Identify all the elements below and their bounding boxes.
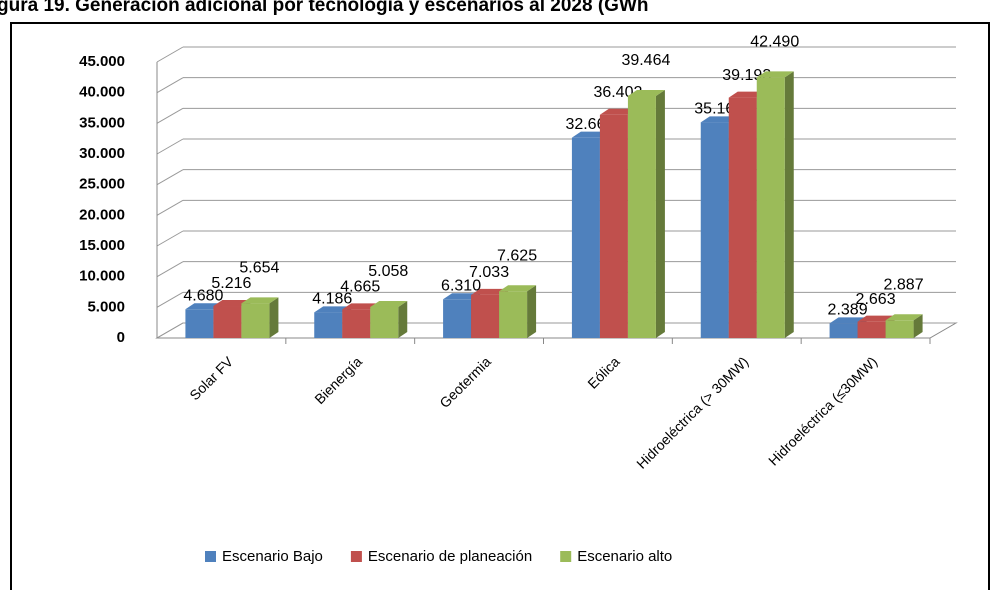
- legend-swatch: [560, 551, 572, 562]
- bar-front: [885, 320, 914, 338]
- bar-top: [471, 288, 509, 295]
- y-tick-label: 20.000: [79, 206, 125, 223]
- grid-line-side: [156, 46, 184, 63]
- legend-swatch: [350, 551, 362, 562]
- grid-line-side: [156, 169, 184, 186]
- bar-top: [370, 300, 408, 307]
- grid-line-side: [156, 77, 184, 94]
- grid-line-side: [156, 199, 184, 216]
- value-label: 4.680: [183, 288, 223, 305]
- bar-top: [627, 89, 665, 96]
- legend-label: Escenario de planeación: [368, 548, 532, 565]
- bar-top: [857, 315, 895, 322]
- x-tick-label: Eólica: [584, 353, 622, 391]
- bar-top: [829, 317, 867, 324]
- grid-line-side: [156, 107, 184, 124]
- bar-front: [857, 321, 886, 338]
- bar: [241, 297, 279, 338]
- bar-top: [185, 303, 223, 310]
- chart-frame: [10, 22, 990, 590]
- grid-line-side: [156, 322, 184, 339]
- value-label: 2.389: [828, 302, 868, 319]
- value-label: 2.887: [884, 277, 924, 294]
- bar-side: [398, 300, 408, 338]
- y-tick-label: 0: [117, 329, 125, 346]
- bar-top: [499, 285, 537, 292]
- y-tick-label: 25.000: [79, 176, 125, 193]
- bar-top: [241, 297, 279, 304]
- value-label: 39.464: [621, 52, 670, 69]
- value-label: 4.186: [312, 291, 352, 308]
- bar-front: [756, 77, 785, 339]
- bar: [885, 314, 923, 338]
- bar-side: [527, 285, 537, 338]
- grid-line-side: [156, 138, 184, 155]
- bar-front: [241, 303, 270, 338]
- bar-front: [499, 291, 528, 338]
- bar-top: [885, 314, 923, 321]
- bar: [627, 89, 665, 338]
- bar-top: [443, 293, 481, 300]
- grid-line-side: [156, 230, 184, 247]
- value-label: 2.663: [856, 291, 896, 308]
- grid-line-side: [156, 291, 184, 308]
- legend-label: Escenario Bajo: [222, 548, 323, 565]
- y-tick-label: 5.000: [87, 298, 125, 315]
- bar-front: [443, 299, 472, 338]
- bar-front: [571, 137, 600, 338]
- bar-front: [342, 309, 371, 338]
- y-tick-label: 40.000: [79, 84, 125, 101]
- bar-top: [213, 300, 251, 307]
- bar-front: [213, 306, 242, 338]
- bar-top: [700, 116, 738, 123]
- bar-front: [599, 114, 628, 338]
- bar-top: [342, 303, 380, 310]
- bar: [756, 71, 794, 339]
- bar-front: [185, 309, 214, 338]
- bar-top: [599, 108, 637, 115]
- y-tick-label: 45.000: [79, 53, 125, 70]
- legend-label: Escenario alto: [577, 548, 672, 565]
- x-tick-label: Geotermia: [436, 353, 494, 411]
- value-label: 7.625: [497, 247, 537, 264]
- value-label: 7.033: [469, 264, 509, 281]
- legend-swatch: [205, 551, 216, 562]
- x-tick-label: Bienergía: [311, 353, 365, 407]
- bar-front: [370, 306, 399, 338]
- bar-front: [829, 323, 858, 338]
- y-tick-label: 35.000: [79, 114, 125, 131]
- value-label: 5.654: [239, 260, 279, 277]
- bar-side: [913, 314, 923, 338]
- bar-front: [471, 294, 500, 338]
- bar-front: [314, 312, 343, 338]
- bar-side: [269, 297, 279, 338]
- value-label: 6.310: [441, 278, 481, 295]
- bar-front: [700, 122, 729, 338]
- chart-title: gura 19. Generación adicional por tecnol…: [0, 0, 649, 16]
- y-tick-label: 15.000: [79, 237, 125, 254]
- value-label: 42.490: [750, 34, 799, 51]
- value-label: 5.058: [368, 263, 408, 280]
- x-tick-label: Hidroeléctrica (≤30MW): [765, 353, 880, 468]
- bar-front: [728, 97, 757, 338]
- bar: [370, 300, 408, 338]
- grid-line-side: [156, 261, 184, 278]
- bar-top: [728, 91, 766, 98]
- x-tick-label: Solar FV: [186, 353, 236, 403]
- bar-top: [314, 306, 352, 313]
- bar-side: [655, 89, 665, 338]
- bar: [499, 285, 537, 338]
- bar-top: [756, 71, 794, 78]
- y-tick-label: 10.000: [79, 268, 125, 285]
- y-tick-label: 30.000: [79, 145, 125, 162]
- value-label: 4.665: [340, 279, 380, 296]
- bar-side: [784, 71, 794, 339]
- x-tick-label: Hidroeléctrica (> 30MW): [633, 353, 751, 471]
- bar-front: [627, 95, 656, 338]
- bar-top: [571, 131, 609, 138]
- value-label: 5.216: [211, 275, 251, 292]
